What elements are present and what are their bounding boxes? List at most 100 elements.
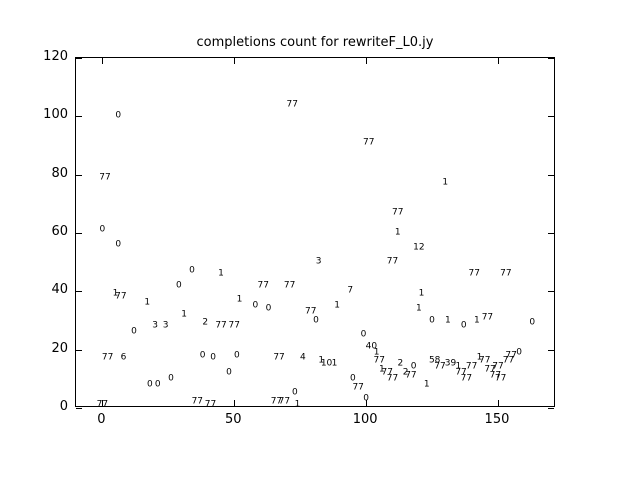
data-point-label: 1 — [455, 361, 462, 372]
data-point-label: 77 — [434, 361, 446, 372]
data-point-label: 0 — [265, 303, 272, 314]
tick-mark — [548, 349, 554, 351]
data-point-label: 0 — [516, 347, 522, 358]
data-point-label: 0 — [210, 352, 217, 363]
data-point-label: 77 — [502, 355, 515, 366]
data-point-label: 77 — [381, 367, 393, 378]
data-point-label: 1 — [331, 358, 338, 369]
y-tick-label: 100 — [43, 107, 68, 123]
tick-mark — [234, 58, 236, 64]
data-point-label: 1 — [415, 303, 422, 314]
data-point-label: 0 — [460, 320, 467, 331]
data-point-label: 1 — [394, 227, 401, 238]
data-point-label: 40 — [365, 341, 378, 352]
data-point-label: 0 — [146, 379, 153, 390]
data-point-label: 77 — [505, 350, 517, 360]
x-tick-label: 150 — [484, 412, 510, 427]
data-point-label: 6 — [120, 352, 127, 363]
x-tick-label: 50 — [224, 412, 242, 427]
data-point-label: 1 — [318, 355, 325, 366]
data-point-label: 2 — [397, 358, 404, 369]
data-point-label: 1 — [444, 315, 451, 325]
data-point-label: 0 — [226, 367, 232, 378]
data-point-label: 0 — [429, 315, 435, 325]
data-point-label: 0 — [529, 317, 536, 328]
data-point-label: 77 — [468, 268, 480, 279]
data-point-label: 1 — [379, 364, 385, 375]
data-point-label: 12 — [413, 242, 425, 253]
data-point-label: 77 — [101, 352, 114, 363]
y-tick-label: 120 — [43, 49, 68, 64]
data-point-label: 1 — [476, 352, 483, 363]
data-point-label: 1 — [218, 268, 224, 279]
tick-mark — [497, 400, 499, 406]
data-point-label: 1 — [423, 379, 430, 390]
data-point-label: 0 — [131, 326, 137, 337]
tick-mark — [366, 58, 368, 64]
data-point-label: 77 — [494, 373, 507, 384]
tick-mark — [548, 174, 554, 176]
data-point-label: 0 — [154, 379, 161, 390]
data-point-label: 0 — [410, 361, 417, 372]
data-point-label: 77 — [489, 370, 502, 381]
tick-mark — [102, 400, 104, 406]
tick-mark — [102, 58, 104, 64]
data-point-label: 1 — [474, 315, 480, 325]
data-point-label: 1 — [181, 309, 187, 320]
data-point-label: 77 — [481, 312, 494, 323]
x-tick-label: 100 — [352, 412, 378, 427]
data-point-label: 77 — [373, 355, 386, 366]
data-point-label: 58 — [428, 355, 441, 366]
data-point-label: 0 — [199, 350, 206, 360]
data-point-label: 77 — [99, 172, 111, 183]
tick-mark — [76, 349, 82, 351]
tick-mark — [548, 408, 554, 409]
data-point-label: 77 — [479, 355, 491, 366]
data-point-label: 0 — [175, 280, 182, 290]
data-point-label: 0 — [115, 110, 122, 121]
data-point-label: 0 — [350, 373, 356, 384]
tick-mark — [76, 233, 82, 234]
data-point-label: 77 — [278, 396, 291, 407]
data-point-label: 10 — [320, 358, 333, 369]
data-point-label: 1 — [373, 347, 380, 358]
data-point-label: 2 — [402, 367, 409, 378]
data-point-label: 0 — [363, 393, 369, 404]
data-point-label: 77 — [455, 367, 467, 378]
data-point-label: 0 — [168, 373, 174, 384]
y-tick-label: 20 — [51, 340, 68, 356]
data-point-label: 77 — [386, 373, 399, 384]
data-point-label: 0 — [99, 224, 106, 235]
data-point-label: 3 — [315, 256, 322, 267]
tick-mark — [76, 116, 82, 118]
data-point-label: 0 — [292, 387, 298, 398]
data-point-label: 3 — [162, 320, 169, 331]
data-point-label: 1 — [294, 399, 301, 410]
data-point-label: 0 — [360, 329, 367, 340]
y-tick-label: 0 — [59, 399, 68, 414]
data-point-label: 77 — [257, 280, 269, 290]
y-tick-label: 80 — [51, 165, 68, 181]
data-point-label: 1 — [418, 288, 425, 299]
data-point-label: 0 — [252, 300, 259, 311]
data-point-label: 77 — [228, 320, 240, 331]
data-point-label: 77 — [273, 352, 285, 363]
data-point-label: 77 — [363, 137, 375, 148]
data-point-label: 77 — [460, 373, 473, 384]
data-point-label: 77 — [405, 370, 417, 381]
data-point-label: 2 — [202, 317, 209, 328]
data-point-label: 77 — [191, 396, 204, 407]
data-point-label: 77 — [386, 256, 399, 267]
tick-mark — [366, 400, 368, 406]
chart-title: completions count for rewriteF_L0.jy — [196, 35, 434, 50]
y-tick-label: 60 — [51, 224, 68, 239]
data-point-label: 77 — [465, 361, 478, 372]
tick-mark — [76, 58, 82, 59]
data-point-label: 77 — [500, 268, 512, 279]
data-point-label: 77 — [304, 306, 317, 317]
tick-mark — [548, 116, 554, 118]
tick-mark — [548, 291, 554, 293]
data-point-label: 77 — [283, 280, 296, 290]
tick-mark — [548, 233, 554, 234]
